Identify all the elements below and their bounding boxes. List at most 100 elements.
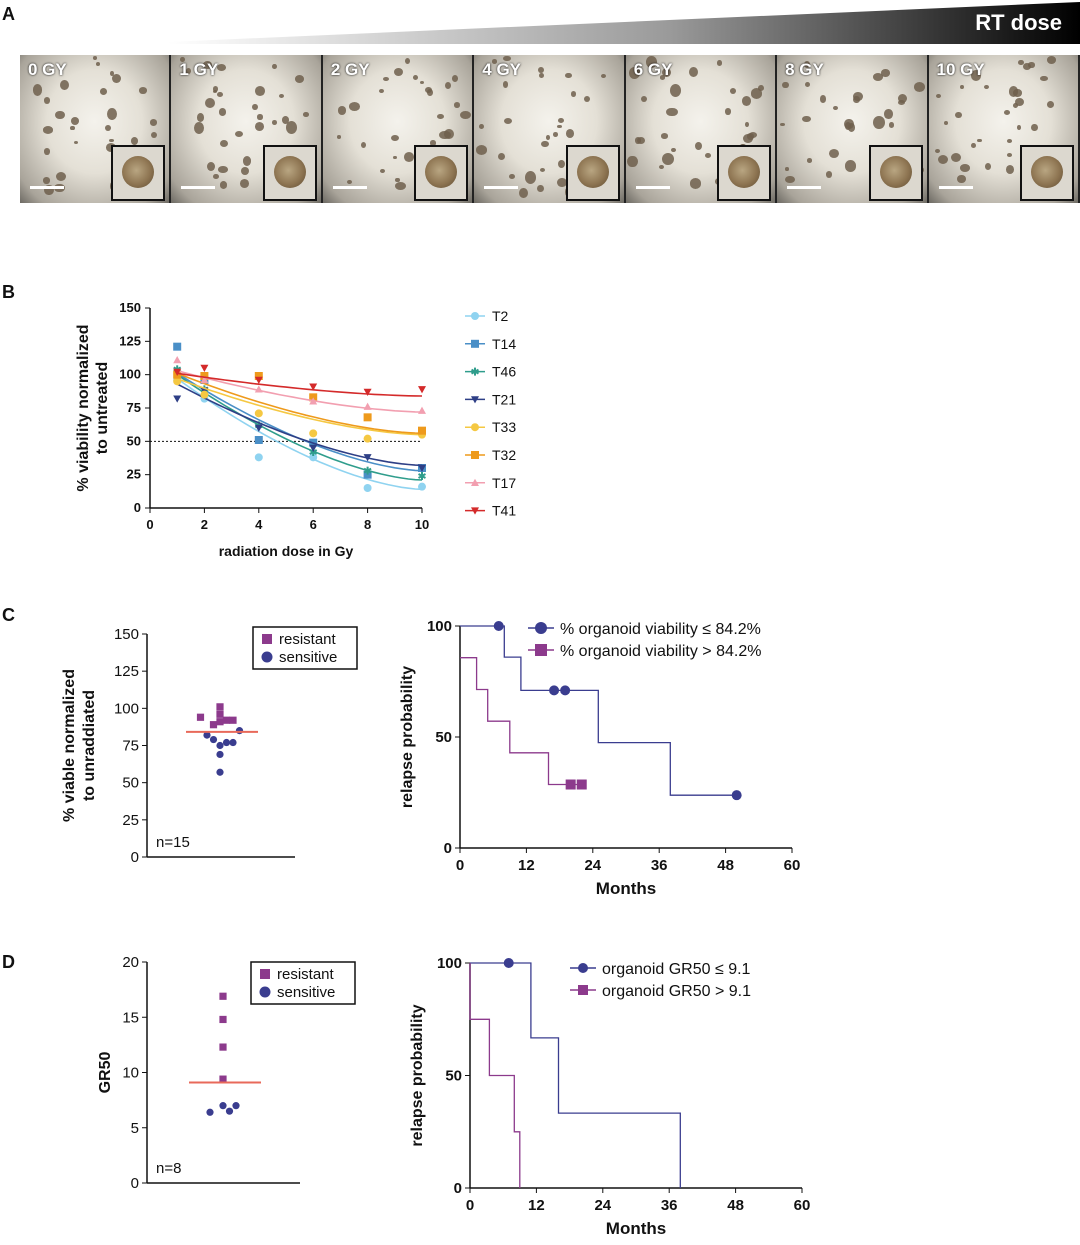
organoid-speck — [475, 144, 488, 155]
organoid-speck — [196, 113, 205, 122]
y-tick-label: 20 — [122, 954, 139, 971]
organoid-inset — [262, 145, 317, 201]
organoid-speck — [695, 141, 703, 151]
organoid-speck — [378, 88, 384, 93]
scale-bar — [484, 186, 519, 189]
organoid-speck — [1006, 139, 1012, 144]
legend-marker-0 — [578, 963, 588, 973]
y-tick-label: 100 — [114, 700, 139, 717]
x-tick-label: 6 — [310, 517, 317, 532]
censor-mark-% organoid viability > 84.2% — [565, 779, 576, 790]
organoid-speck — [537, 67, 544, 74]
x-tick-label: 8 — [364, 517, 371, 532]
y-tick-label: 50 — [127, 433, 141, 448]
organoid-speck — [180, 57, 185, 62]
organoid-speck — [204, 97, 215, 108]
organoid-closeup — [273, 156, 306, 188]
fit-curve-T33 — [176, 377, 423, 436]
dose-label: 6 GY — [633, 60, 673, 79]
organoid-speck — [70, 116, 79, 125]
panel-letter-a: A — [2, 4, 15, 24]
data-point-T17 — [418, 406, 426, 414]
legend-marker-T14 — [471, 339, 479, 348]
y-tick-label: 75 — [127, 400, 141, 415]
organoid-speck — [844, 160, 857, 172]
scale-bar — [787, 186, 822, 189]
organoid-speck — [240, 166, 249, 175]
organoid-speck — [853, 91, 863, 102]
data-point-T14 — [254, 436, 263, 444]
data-point-T2 — [363, 484, 372, 492]
dose-label: 2 GY — [330, 60, 370, 79]
y-tick-label: 25 — [127, 467, 141, 482]
x-tick-label: 24 — [594, 1197, 611, 1214]
organoid-speck — [646, 55, 657, 68]
data-point-resistant — [209, 721, 218, 729]
microscopy-tile: 1 GY — [171, 55, 323, 203]
organoid-speck — [337, 106, 347, 116]
censor-mark-% organoid viability > 84.2% — [576, 779, 587, 790]
legend-label: T21 — [492, 391, 516, 407]
legend-label: T41 — [492, 503, 516, 519]
legend-label: T33 — [492, 419, 516, 435]
censor-mark-% organoid viability ≤ 84.2% — [731, 790, 742, 801]
organoid-speck — [279, 93, 285, 98]
data-point-resistant — [229, 716, 237, 724]
y-tick-label: 25 — [122, 812, 139, 829]
organoid-speck — [571, 91, 577, 97]
x-tick-label: 10 — [415, 517, 429, 532]
y-tick-label: 100 — [119, 367, 141, 382]
organoid-speck — [460, 110, 472, 119]
legend-label: resistant — [277, 966, 335, 983]
y-tick-label: 0 — [454, 1180, 462, 1197]
organoid-speck — [393, 155, 398, 160]
organoid-speck — [55, 172, 66, 182]
organoid-speck — [627, 155, 638, 168]
organoid-speck — [545, 135, 550, 141]
organoid-speck — [219, 181, 227, 189]
data-point-sensitive — [206, 1108, 214, 1116]
y-tick-label: 100 — [437, 955, 462, 972]
legend-label: % organoid viability > 84.2% — [560, 643, 761, 660]
organoid-speck — [257, 114, 263, 120]
legend-marker-T46 — [471, 367, 479, 376]
y-tick-label: 100 — [427, 618, 452, 635]
data-point-T33 — [173, 377, 182, 386]
organoid-speck — [1040, 75, 1049, 81]
organoid-speck — [395, 182, 407, 190]
data-point-resistant — [219, 1043, 227, 1051]
organoid-closeup — [728, 156, 761, 188]
organoid-speck — [806, 157, 813, 163]
organoid-speck — [704, 152, 711, 158]
organoid-inset — [565, 145, 620, 201]
organoid-speck — [234, 130, 244, 138]
organoid-speck — [32, 84, 43, 96]
organoid-speck — [43, 177, 51, 184]
data-point-resistant — [216, 718, 224, 726]
x-axis-label: Months — [596, 879, 656, 898]
y-axis-label: GR50 — [97, 1052, 114, 1094]
organoid-speck — [303, 112, 309, 117]
organoid-speck — [970, 70, 982, 81]
organoid-speck — [239, 178, 249, 188]
organoid-speck — [479, 123, 485, 130]
scale-bar — [332, 186, 367, 189]
organoid-speck — [429, 139, 437, 146]
organoid-speck — [43, 148, 50, 155]
organoid-speck — [884, 109, 893, 119]
organoid-speck — [913, 82, 926, 93]
organoid-inset — [111, 145, 166, 201]
microscopy-strip: 0 GY 1 GY 2 GY 4 GY 6 GY 8 GY 10 GY — [20, 55, 1080, 203]
organoid-speck — [104, 124, 112, 132]
organoid-speck — [336, 135, 342, 140]
y-tick-label: 10 — [122, 1065, 139, 1082]
data-point-T33 — [363, 434, 372, 443]
organoid-speck — [394, 68, 404, 77]
organoid-speck — [391, 135, 399, 142]
organoid-speck — [42, 126, 54, 134]
organoid-speck — [1017, 124, 1022, 130]
organoid-speck — [935, 148, 941, 153]
organoid-speck — [255, 86, 266, 97]
organoid-speck — [743, 133, 753, 143]
legend-marker-T32 — [471, 451, 479, 459]
